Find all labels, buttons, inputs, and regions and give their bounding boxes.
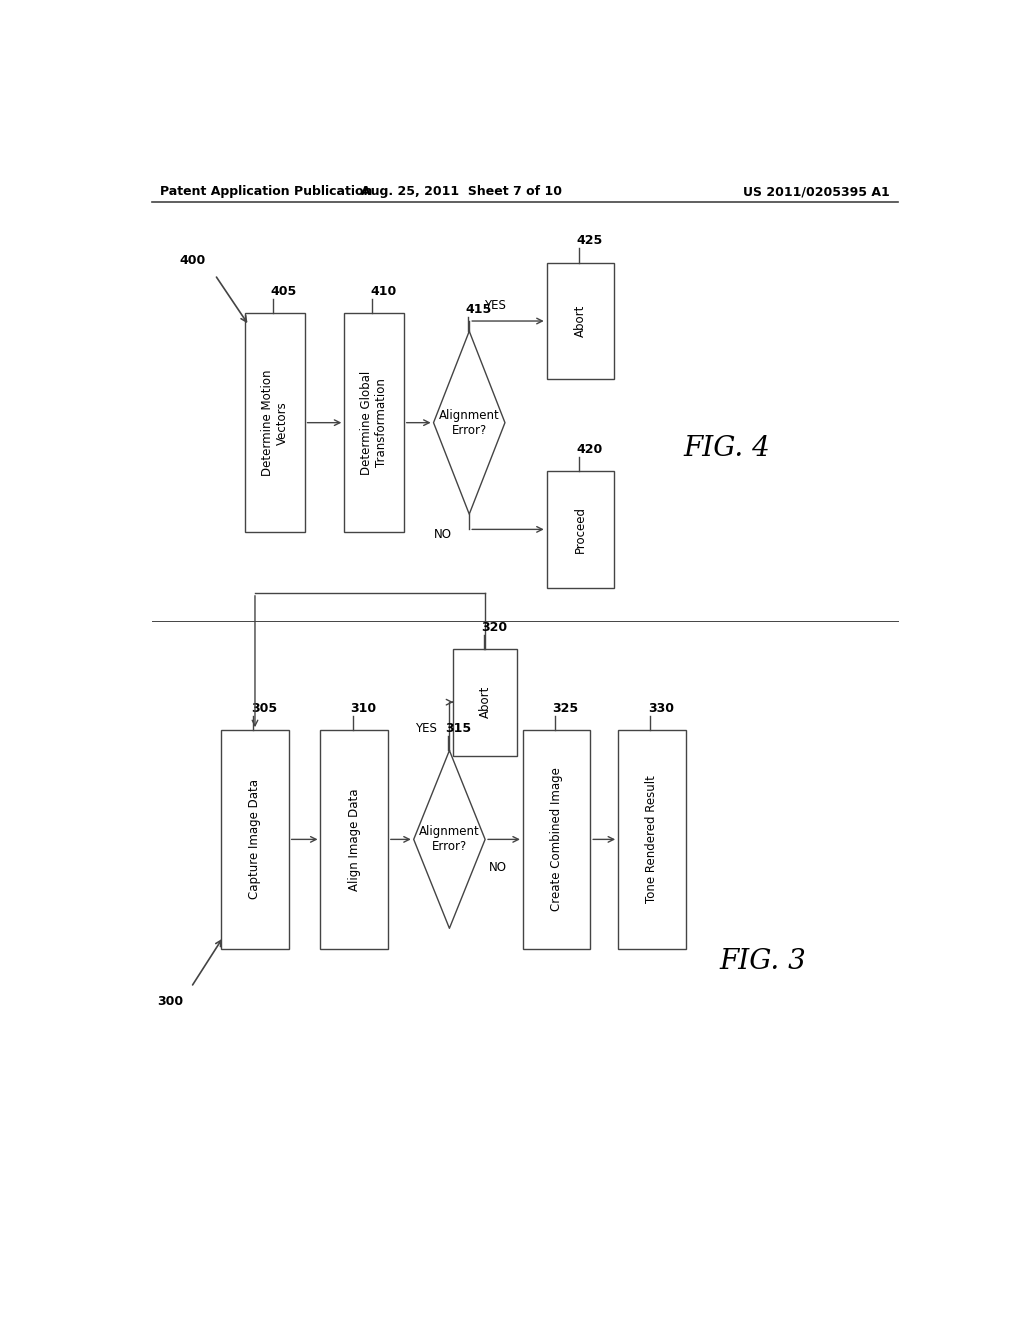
Text: Determine Global
Transformation: Determine Global Transformation bbox=[360, 371, 388, 475]
Text: 310: 310 bbox=[350, 702, 377, 715]
Text: 320: 320 bbox=[481, 620, 507, 634]
Bar bbox=[344, 313, 403, 532]
Bar bbox=[523, 730, 590, 949]
Text: NO: NO bbox=[434, 528, 452, 541]
Text: NO: NO bbox=[489, 862, 507, 874]
Bar bbox=[245, 313, 304, 532]
Text: 420: 420 bbox=[577, 442, 603, 455]
Bar bbox=[321, 730, 388, 949]
Text: 300: 300 bbox=[157, 995, 183, 1008]
Text: 400: 400 bbox=[179, 253, 206, 267]
Text: Alignment
Error?: Alignment Error? bbox=[439, 409, 500, 437]
Text: FIG. 3: FIG. 3 bbox=[720, 948, 806, 975]
Text: Abort: Abort bbox=[478, 686, 492, 718]
Text: 425: 425 bbox=[577, 235, 603, 247]
Text: 315: 315 bbox=[445, 722, 472, 735]
Text: Create Combined Image: Create Combined Image bbox=[550, 767, 563, 911]
Text: YES: YES bbox=[415, 722, 436, 735]
Text: Tone Rendered Result: Tone Rendered Result bbox=[645, 775, 658, 903]
Text: FIG. 4: FIG. 4 bbox=[684, 434, 770, 462]
Text: Align Image Data: Align Image Data bbox=[348, 788, 360, 891]
Text: Determine Motion
Vectors: Determine Motion Vectors bbox=[261, 370, 289, 477]
Text: 325: 325 bbox=[553, 702, 579, 715]
Text: YES: YES bbox=[483, 300, 506, 313]
Bar bbox=[221, 730, 289, 949]
Bar bbox=[618, 730, 685, 949]
Text: Patent Application Publication: Patent Application Publication bbox=[160, 185, 372, 198]
Text: Abort: Abort bbox=[573, 305, 587, 337]
Text: 415: 415 bbox=[465, 304, 492, 315]
Text: 305: 305 bbox=[251, 702, 278, 715]
Bar bbox=[547, 263, 614, 379]
Text: Alignment
Error?: Alignment Error? bbox=[419, 825, 480, 854]
Bar bbox=[547, 471, 614, 587]
Text: 405: 405 bbox=[270, 285, 297, 298]
Text: Aug. 25, 2011  Sheet 7 of 10: Aug. 25, 2011 Sheet 7 of 10 bbox=[360, 185, 562, 198]
Text: 410: 410 bbox=[370, 285, 396, 298]
Text: US 2011/0205395 A1: US 2011/0205395 A1 bbox=[743, 185, 890, 198]
Text: 330: 330 bbox=[648, 702, 674, 715]
Bar bbox=[454, 649, 517, 755]
Text: Proceed: Proceed bbox=[573, 506, 587, 553]
Text: Capture Image Data: Capture Image Data bbox=[249, 779, 261, 899]
